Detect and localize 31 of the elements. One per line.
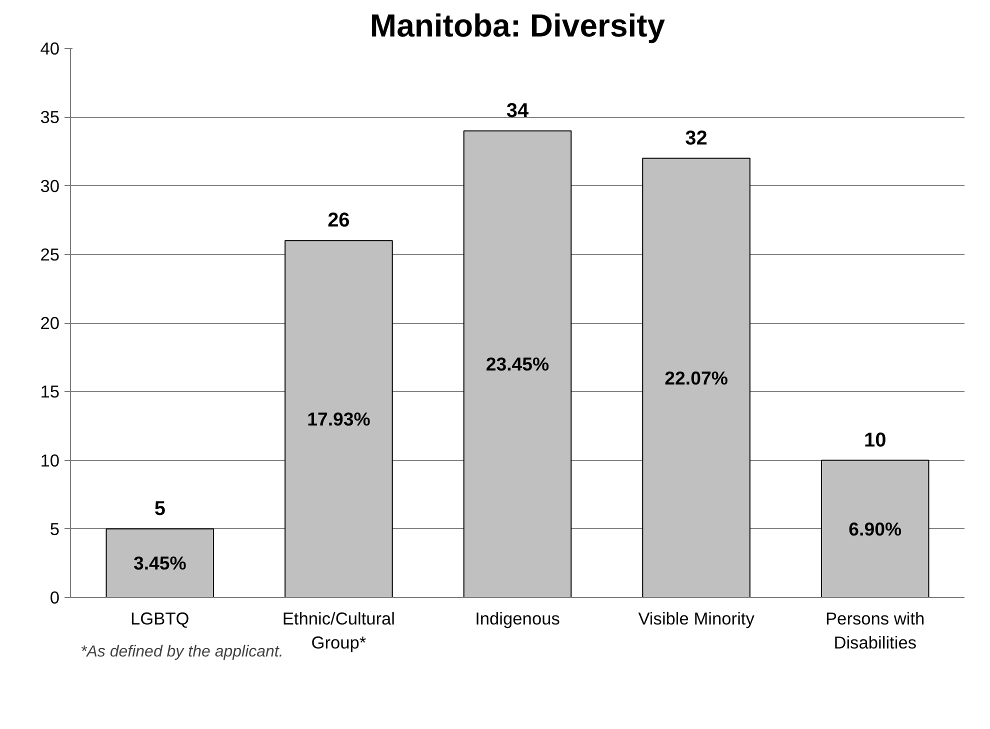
x-tick-label: Ethnic/Cultural Group*	[282, 608, 396, 652]
y-tick-label: 5	[50, 518, 60, 539]
y-tick-label: 30	[40, 176, 60, 196]
data-label: 34	[506, 100, 530, 122]
data-label: 32	[685, 127, 708, 150]
y-tick-label: 10	[40, 450, 60, 470]
annotation: 17.93%	[307, 408, 371, 430]
data-label: 5	[154, 498, 166, 520]
annotation: 3.45%	[133, 552, 187, 574]
data-label: 10	[864, 429, 886, 452]
y-tick-label: 20	[40, 313, 60, 333]
y-tick-label: 40	[40, 38, 60, 58]
bar	[642, 158, 750, 598]
y-tick-label: 0	[50, 588, 60, 608]
y-tick-label: 35	[40, 107, 60, 128]
x-tick-label: LGBTQ	[130, 608, 190, 628]
x-tick-label: Persons with Disabilities	[826, 608, 925, 652]
bar	[284, 240, 393, 598]
x-tick-label: Indigenous	[475, 608, 560, 628]
bar	[820, 460, 930, 598]
chart-title: Manitoba: Diversity	[370, 8, 666, 44]
x-tick-label: Visible Minority	[638, 608, 755, 628]
data-label: 26	[328, 210, 350, 232]
y-tick-label: 15	[40, 382, 60, 402]
text: *As defined by the applicant.	[80, 644, 284, 660]
annotation: 6.90%	[848, 518, 902, 540]
annotation: 22.07%	[664, 367, 728, 388]
annotation: 23.45%	[486, 354, 550, 375]
bar	[463, 130, 572, 598]
bar	[106, 528, 214, 598]
y-tick-label: 25	[40, 244, 60, 264]
